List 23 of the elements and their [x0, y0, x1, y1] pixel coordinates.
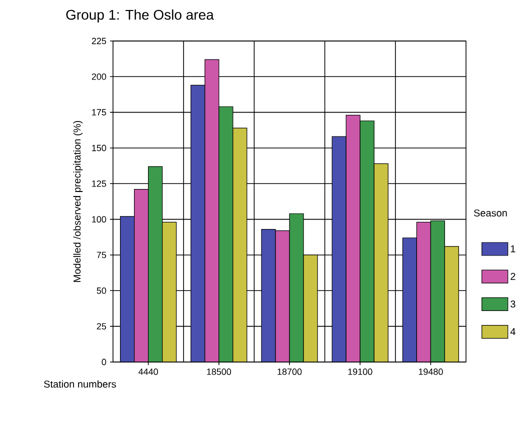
x-tick-label: 18700 [278, 368, 302, 375]
legend-label: 1 [510, 245, 516, 252]
x-tick-label: 18500 [207, 368, 232, 375]
x-tick-label: 19480 [418, 368, 443, 375]
y-tick-label: 150 [92, 144, 106, 152]
legend-label: 3 [510, 300, 516, 308]
y-tick-label: 100 [92, 216, 106, 223]
legend-label: 2 [510, 272, 516, 280]
legend-title: Season [474, 209, 507, 217]
y-tick-label: 75 [96, 252, 106, 258]
y-tick-label: 0 [102, 358, 106, 366]
x-tick-label: 4440 [138, 368, 158, 375]
y-tick-label: 225 [92, 38, 106, 44]
y-tick-label: 200 [92, 73, 106, 80]
y-axis-title: Modelled /observed precipitation (%) [73, 120, 83, 282]
legend-label: 4 [510, 328, 516, 335]
x-axis-title: Station numbers [44, 380, 116, 388]
chart-title: Group 1: The Oslo area [66, 9, 214, 23]
y-tick-label: 175 [92, 109, 106, 116]
x-tick-label: 19100 [348, 368, 372, 375]
y-tick-label: 125 [92, 180, 106, 187]
y-tick-label: 25 [96, 323, 106, 330]
y-tick-label: 50 [96, 287, 106, 294]
